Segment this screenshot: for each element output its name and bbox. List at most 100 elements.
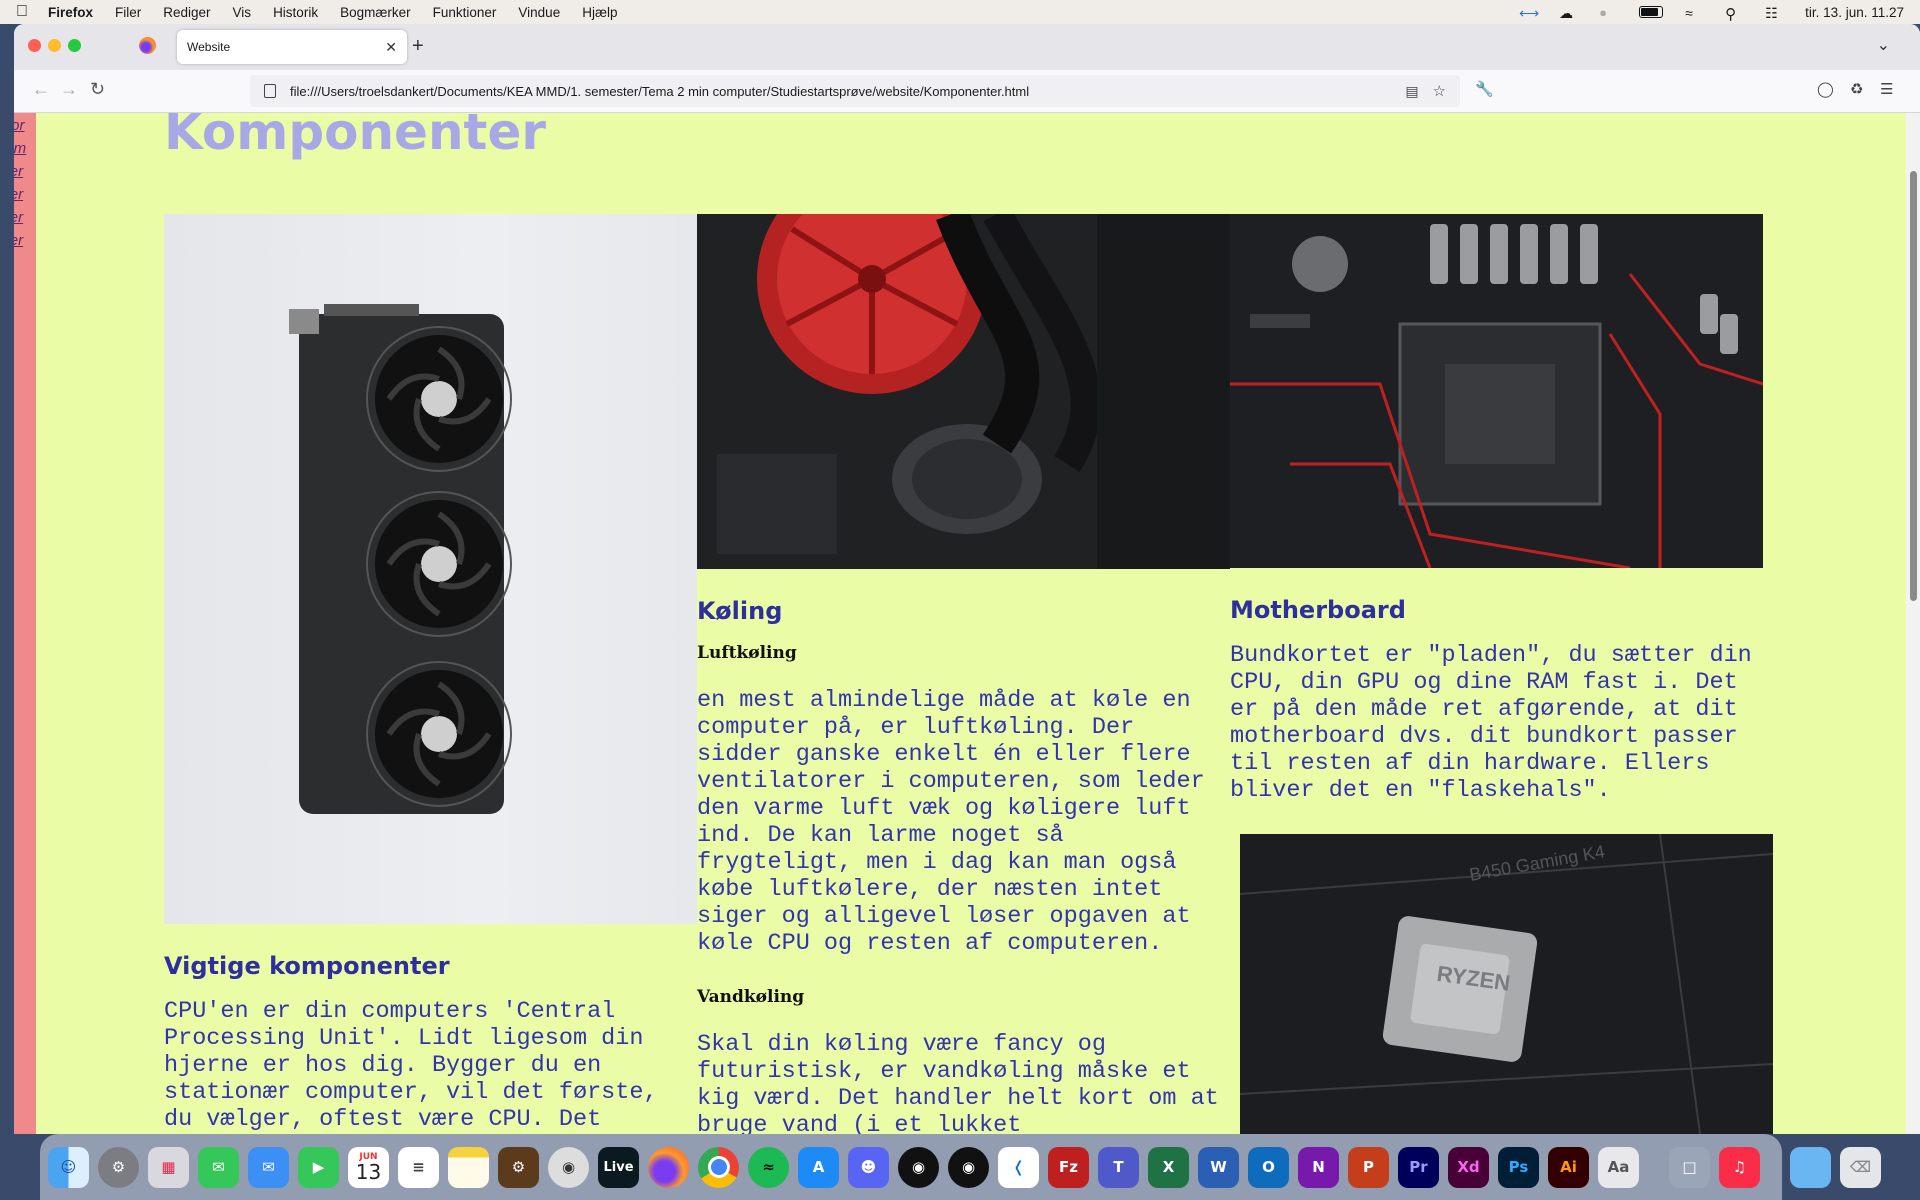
close-tab-icon[interactable]: ✕ bbox=[385, 38, 397, 55]
dock-illustrator-icon[interactable]: Ai bbox=[1548, 1146, 1589, 1188]
dock-spotify-icon[interactable]: ≈ bbox=[748, 1146, 789, 1188]
dock-vinyl-2-icon[interactable]: ◉ bbox=[948, 1146, 989, 1188]
dock-calendar-icon[interactable]: JUN 13 bbox=[348, 1146, 389, 1188]
dock-mail-icon[interactable]: ✉ bbox=[248, 1146, 289, 1188]
page-title: Komponenter bbox=[164, 113, 547, 161]
dock-reminders-icon[interactable]: ≡ bbox=[398, 1146, 439, 1188]
dock-onenote-icon[interactable]: N bbox=[1298, 1146, 1339, 1188]
battery-icon[interactable] bbox=[1639, 6, 1664, 18]
dock-messages-icon[interactable]: ✉ bbox=[198, 1146, 239, 1188]
extensions-icon[interactable]: ♻ bbox=[1850, 81, 1864, 98]
menu-app-firefox[interactable]: Firefox bbox=[36, 4, 93, 20]
tab-title: Website bbox=[187, 40, 231, 54]
menu-hjaelp[interactable]: Hjælp bbox=[570, 4, 617, 20]
scrollbar-thumb[interactable] bbox=[1910, 171, 1917, 601]
dock-discord-icon[interactable]: ☻ bbox=[848, 1146, 889, 1188]
page-vertical-scrollbar[interactable] bbox=[1906, 113, 1920, 1134]
nav-link-forside[interactable]: For bbox=[14, 117, 25, 134]
firefox-view-icon[interactable] bbox=[139, 37, 156, 54]
dock-teams-icon[interactable]: T bbox=[1098, 1146, 1139, 1188]
subheading-water-cooling: Vandkøling bbox=[697, 987, 805, 1007]
nav-link-tema-1[interactable]: Ter bbox=[14, 163, 24, 180]
wifi-icon[interactable]: ≈ bbox=[1685, 5, 1693, 21]
dock-screenshot-icon[interactable]: □ bbox=[1669, 1146, 1710, 1188]
apple-menu-icon[interactable]:  bbox=[16, 3, 28, 21]
reader-view-icon[interactable]: ▤ bbox=[1405, 82, 1419, 99]
dock-facetime-icon[interactable]: ▶ bbox=[298, 1146, 339, 1188]
pocket-icon[interactable]: ◯ bbox=[1817, 81, 1834, 98]
user-status-icon[interactable]: ● bbox=[1599, 5, 1608, 20]
nav-link-tema-2[interactable]: Ter bbox=[14, 186, 24, 203]
tab-bar: Website ✕ + ⌄ bbox=[14, 24, 1920, 70]
new-tab-button[interactable]: + bbox=[412, 35, 424, 57]
nav-link-om[interactable]: Om bbox=[14, 140, 27, 157]
nav-link-tema-4[interactable]: Ter bbox=[14, 232, 24, 249]
open-menu-hamburger-icon[interactable]: ☰ bbox=[1880, 81, 1894, 98]
dock-powerpoint-icon[interactable]: P bbox=[1348, 1146, 1389, 1188]
menu-funktioner[interactable]: Funktioner bbox=[420, 4, 497, 20]
menu-bar-clock[interactable]: tir. 13. jun. 11.27 bbox=[1805, 4, 1904, 20]
text-air-cooling: en mest almindelige måde at køle en comp… bbox=[697, 687, 1205, 957]
zoom-window-button[interactable] bbox=[68, 39, 81, 52]
nav-link-tema-3[interactable]: Ter bbox=[14, 209, 24, 226]
navigation-toolbar: ← → ↻ file:///Users/troelsdankert/Docume… bbox=[14, 70, 1920, 113]
column-motherboard: Motherboard Bundkortet er "pladen", du s… bbox=[1230, 214, 1773, 1134]
menu-vindue[interactable]: Vindue bbox=[506, 4, 560, 20]
address-bar[interactable]: file:///Users/troelsdankert/Documents/KE… bbox=[250, 75, 1460, 107]
dock-app-store-icon[interactable]: A bbox=[798, 1146, 839, 1188]
dock-premiere-icon[interactable]: Pr bbox=[1398, 1146, 1439, 1188]
motherboard-image bbox=[1230, 214, 1763, 568]
bookmark-star-icon[interactable]: ☆ bbox=[1432, 83, 1446, 100]
dock-game-icon[interactable]: ⚙ bbox=[498, 1146, 539, 1188]
cpu-cooler-image bbox=[697, 214, 1230, 569]
dock-notes-icon[interactable] bbox=[448, 1146, 489, 1188]
dock-vscode-icon[interactable]: ❬ bbox=[998, 1146, 1039, 1188]
dock-font-book-icon[interactable]: Aa bbox=[1598, 1146, 1639, 1188]
dock-music-icon[interactable]: ♫ bbox=[1719, 1146, 1760, 1188]
dock-camera-icon[interactable]: ◉ bbox=[548, 1146, 589, 1188]
dock-vinyl-icon[interactable]: ◉ bbox=[898, 1146, 939, 1188]
text-water-cooling: Skal din køling være fancy og futuristis… bbox=[697, 1031, 1219, 1134]
text-cpu-description: CPU'en er din computers 'Central Process… bbox=[164, 998, 658, 1134]
vpn-status-icon[interactable]: ⟷ bbox=[1519, 5, 1540, 21]
developer-tools-wrench-icon[interactable]: 🔧 bbox=[1475, 81, 1494, 98]
dock-finder-icon[interactable]: ☺ bbox=[48, 1146, 89, 1188]
page-viewport[interactable]: For Om Ter Ter Ter Ter Komponenter bbox=[14, 113, 1906, 1134]
firefox-window: Website ✕ + ⌄ ← → ↻ file:///Users/troels… bbox=[14, 24, 1920, 1134]
list-all-tabs-chevron-down-icon[interactable]: ⌄ bbox=[1876, 37, 1890, 54]
dock-firefox-icon[interactable] bbox=[648, 1146, 689, 1188]
menu-rediger[interactable]: Rediger bbox=[151, 4, 210, 20]
dock-filezilla-icon[interactable]: Fz bbox=[1048, 1146, 1089, 1188]
file-page-icon bbox=[264, 84, 276, 98]
dock-excel-icon[interactable]: X bbox=[1148, 1146, 1189, 1188]
graphics-card-illustration bbox=[289, 304, 512, 814]
spotlight-search-icon[interactable]: ⚲ bbox=[1725, 6, 1737, 23]
dock-xd-icon[interactable]: Xd bbox=[1448, 1146, 1489, 1188]
menu-bogmaerker[interactable]: Bogmærker bbox=[328, 4, 411, 20]
menu-historik[interactable]: Historik bbox=[261, 4, 318, 20]
dock-photoshop-icon[interactable]: Ps bbox=[1498, 1146, 1539, 1188]
dock-trash-icon[interactable]: ⌫ bbox=[1840, 1146, 1881, 1188]
control-center-icon[interactable]: ☷ bbox=[1765, 5, 1778, 21]
tab-website[interactable]: Website ✕ bbox=[177, 30, 407, 64]
url-text[interactable]: file:///Users/troelsdankert/Documents/KE… bbox=[290, 83, 1030, 99]
menu-filer[interactable]: Filer bbox=[103, 4, 141, 20]
dock-word-icon[interactable]: W bbox=[1198, 1146, 1239, 1188]
close-window-button[interactable] bbox=[28, 39, 41, 52]
dock-system-settings-icon[interactable]: ⚙ bbox=[98, 1146, 139, 1188]
heading-important-components: Vigtige komponenter bbox=[164, 952, 450, 980]
menu-vis[interactable]: Vis bbox=[220, 4, 252, 20]
forward-arrow-icon[interactable]: → bbox=[60, 79, 78, 99]
creative-cloud-icon[interactable]: ☁ bbox=[1559, 5, 1574, 21]
dock-chrome-icon[interactable] bbox=[698, 1146, 739, 1188]
cpu-cooler-illustration bbox=[697, 214, 1230, 569]
ryzen-cpu-illustration: RYZEN B450 Gaming K4 bbox=[1240, 834, 1773, 1134]
back-arrow-icon[interactable]: ← bbox=[32, 79, 50, 99]
dock-launchpad-icon[interactable]: ▦ bbox=[148, 1146, 189, 1188]
reload-icon[interactable]: ↻ bbox=[90, 79, 106, 99]
dock-live-icon[interactable]: Live bbox=[598, 1146, 639, 1188]
heading-cooling: Køling bbox=[697, 597, 783, 625]
minimize-window-button[interactable] bbox=[48, 39, 61, 52]
dock-outlook-icon[interactable]: O bbox=[1248, 1146, 1289, 1188]
dock-folder-icon[interactable] bbox=[1790, 1146, 1831, 1188]
